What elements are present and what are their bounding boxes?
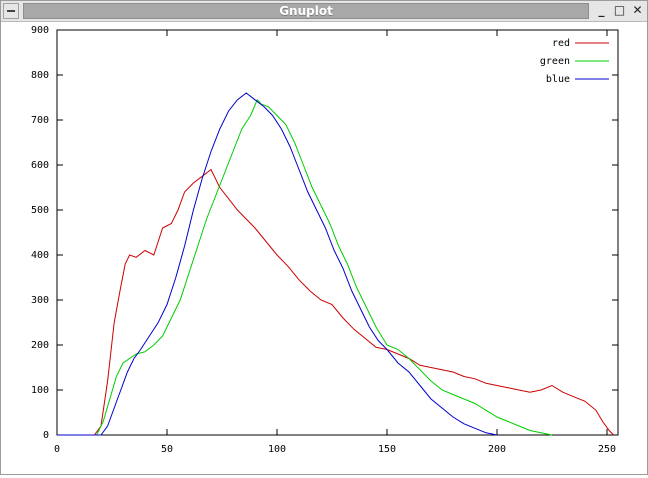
x-tick-label: 0 <box>54 444 60 455</box>
x-tick-label: 100 <box>268 444 286 455</box>
y-tick-label: 200 <box>31 340 49 351</box>
window-menu-button[interactable] <box>3 3 19 19</box>
plot-area: 0 100 200 300 400 500 600 700 800 900 0 50 100 150 200… <box>1 22 647 474</box>
legend-label-red: red <box>552 38 570 49</box>
title-area[interactable]: Gnuplot <box>23 3 589 19</box>
y-tick-label: 100 <box>31 385 49 396</box>
y-tick-label: 0 <box>43 430 49 441</box>
y-tick-label: 300 <box>31 295 49 306</box>
plot-frame <box>56 29 619 436</box>
x-tick-label: 200 <box>488 444 506 455</box>
window-title: Gnuplot <box>279 4 333 18</box>
y-tick-label: 800 <box>31 70 49 81</box>
series-line-blue <box>57 92 498 436</box>
x-tick-label: 50 <box>161 444 173 455</box>
y-tick-label: 600 <box>31 160 49 171</box>
legend-label-blue: blue <box>546 74 570 85</box>
y-tick-label: 500 <box>31 205 49 216</box>
maximize-button[interactable]: □ <box>612 3 627 18</box>
y-tick-label: 700 <box>31 115 49 126</box>
title-bar[interactable]: Gnuplot _ □ ✕ <box>1 1 647 22</box>
chart: 0 100 200 300 400 500 600 700 800 900 0 50 100 150 200… <box>31 25 619 455</box>
legend-label-green: green <box>540 56 570 67</box>
x-tick-label: 250 <box>598 444 616 455</box>
y-tick-label: 900 <box>31 25 49 36</box>
y-tick-label: 400 <box>31 250 49 261</box>
x-tick-label: 150 <box>378 444 396 455</box>
close-button[interactable]: ✕ <box>630 3 645 18</box>
series-line-red <box>57 168 614 436</box>
series-line-green <box>57 98 553 436</box>
minimize-button[interactable]: _ <box>594 3 609 18</box>
